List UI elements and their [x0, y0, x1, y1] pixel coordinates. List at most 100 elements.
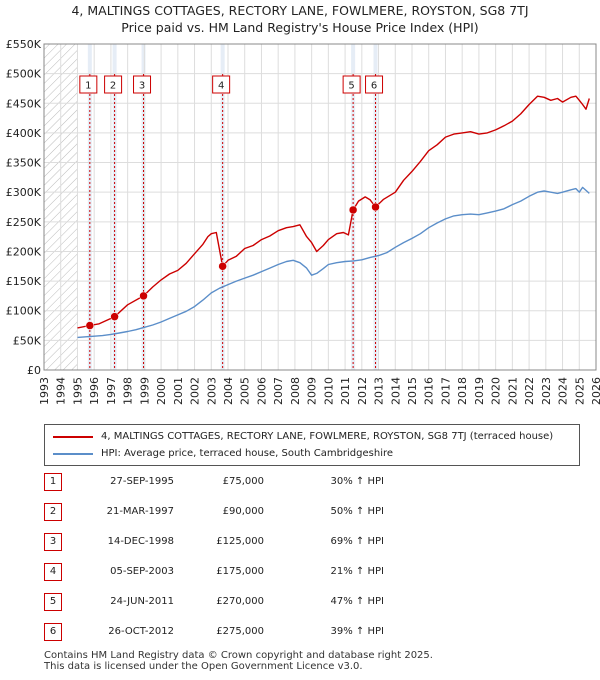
sale-price: £270,000 — [216, 596, 264, 607]
sale-marker-box-2 — [104, 75, 123, 94]
y-tick-label: £450K — [6, 97, 42, 110]
sale-hpi-change: 30% ↑ HPI — [330, 476, 384, 487]
x-tick-label: 2018 — [456, 377, 469, 405]
sale-hpi-change: 50% ↑ HPI — [330, 506, 384, 517]
x-tick-label: 2024 — [557, 377, 570, 405]
sale-price: £90,000 — [222, 506, 264, 517]
x-tick-label: 1995 — [71, 377, 84, 405]
legend-label-hpi: HPI: Average price, terraced house, Sout… — [101, 448, 394, 459]
footer-line-1: Contains HM Land Registry data © Crown c… — [44, 650, 433, 661]
x-tick-label: 2020 — [490, 377, 503, 405]
sale-price: £75,000 — [222, 476, 264, 487]
sale-marker-box-4 — [212, 75, 231, 94]
sale-row: 2 21-MAR-1997 £90,000 50% ↑ HPI — [44, 502, 444, 522]
y-tick-label: £400K — [6, 127, 42, 140]
x-tick-label: 2010 — [322, 377, 335, 405]
y-tick-label: £300K — [6, 186, 42, 199]
sale-row: 4 05-SEP-2003 £175,000 21% ↑ HPI — [44, 562, 444, 582]
x-tick-label: 2015 — [406, 377, 419, 405]
sale-number-badge: 6 — [44, 623, 62, 641]
title-line-1: 4, MALTINGS COTTAGES, RECTORY LANE, FOWL… — [71, 3, 529, 18]
sale-marker-label-1: 1 — [85, 81, 91, 92]
footer: Contains HM Land Registry data © Crown c… — [44, 650, 433, 672]
sale-marker-label-3: 3 — [139, 81, 145, 92]
x-tick-label: 2006 — [255, 377, 268, 405]
price-chart: 1 2 3 4 5 6 £0 £50K £100K £150K £200K £250K £300K £35… — [6, 38, 600, 405]
sale-number-badge: 1 — [44, 473, 62, 491]
property-price-line — [77, 95, 590, 329]
x-tick-label: 2017 — [439, 377, 452, 405]
sale-point-6 — [371, 202, 380, 212]
x-tick-label: 2025 — [573, 377, 586, 405]
sale-row: 6 26-OCT-2012 £275,000 39% ↑ HPI — [44, 622, 444, 642]
x-tick-label: 1996 — [88, 377, 101, 405]
sale-row: 3 14-DEC-1998 £125,000 69% ↑ HPI — [44, 532, 444, 552]
sale-marker-label-6: 6 — [371, 81, 377, 92]
sale-number-badge: 2 — [44, 503, 62, 521]
sale-point-4 — [218, 262, 227, 271]
x-tick-label: 2008 — [289, 377, 302, 405]
sale-point-1 — [85, 321, 95, 330]
y-tick-label: £500K — [6, 68, 42, 81]
legend-swatch-property — [53, 436, 93, 438]
x-tick-label: 1997 — [105, 377, 118, 405]
sale-marker-label-2: 2 — [110, 81, 116, 92]
x-tick-label: 2007 — [272, 377, 285, 405]
x-tick-label: 1993 — [38, 377, 51, 405]
sale-hpi-change: 21% ↑ HPI — [330, 566, 384, 577]
x-tick-label: 2014 — [389, 377, 402, 405]
hpi-line — [77, 186, 590, 339]
sale-marker-box-1 — [79, 75, 98, 94]
x-tick-label: 2005 — [239, 377, 252, 405]
x-tick-label: 2002 — [189, 377, 202, 405]
x-tick-label: 2019 — [473, 377, 486, 405]
sale-hpi-change: 39% ↑ HPI — [330, 626, 384, 637]
sale-number-badge: 4 — [44, 563, 62, 581]
x-tick-label: 2000 — [155, 377, 168, 405]
plot-area — [44, 44, 596, 370]
sale-row: 1 27-SEP-1995 £75,000 30% ↑ HPI — [44, 472, 444, 492]
y-tick-label: £550K — [6, 38, 42, 51]
x-tick-label: 2013 — [373, 377, 386, 405]
y-tick-label: £50K — [13, 334, 42, 347]
chart-title: 4, MALTINGS COTTAGES, RECTORY LANE, FOWL… — [0, 2, 600, 36]
y-tick-label: £350K — [6, 157, 42, 170]
sale-point-2 — [110, 312, 119, 321]
x-tick-label: 2011 — [339, 377, 352, 405]
sale-marker-label-4: 4 — [218, 81, 224, 92]
sale-hpi-change: 47% ↑ HPI — [330, 596, 384, 607]
sale-date: 27-SEP-1995 — [110, 476, 174, 487]
sale-date: 24-JUN-2011 — [110, 596, 174, 607]
sale-price: £175,000 — [216, 566, 264, 577]
sale-number-badge: 5 — [44, 593, 62, 611]
sale-price: £275,000 — [216, 626, 264, 637]
plot-frame — [43, 43, 597, 371]
legend-label-property: 4, MALTINGS COTTAGES, RECTORY LANE, FOWL… — [101, 431, 554, 442]
sale-date: 05-SEP-2003 — [110, 566, 174, 577]
x-tick-label: 1999 — [138, 377, 151, 405]
sale-point-3 — [139, 291, 148, 301]
x-tick-label: 2001 — [172, 377, 185, 405]
x-tick-label: 2016 — [423, 377, 436, 405]
x-tick-label: 2003 — [205, 377, 218, 405]
sale-marker-box-6 — [365, 75, 384, 94]
sale-date: 26-OCT-2012 — [108, 626, 174, 637]
sale-number-badge: 3 — [44, 533, 62, 551]
y-tick-label: £150K — [6, 275, 42, 288]
y-tick-label: £0 — [27, 364, 41, 377]
x-tick-label: 2021 — [506, 377, 519, 405]
x-tick-label: 2004 — [222, 377, 235, 405]
sale-date: 14-DEC-1998 — [107, 536, 174, 547]
title-line-2: Price paid vs. HM Land Registry's House … — [121, 20, 479, 35]
footer-line-2: This data is licensed under the Open Gov… — [44, 661, 363, 672]
x-tick-label: 2026 — [590, 377, 600, 405]
sale-row: 5 24-JUN-2011 £270,000 47% ↑ HPI — [44, 592, 444, 612]
x-tick-label: 2012 — [356, 377, 369, 405]
sale-price: £125,000 — [216, 536, 264, 547]
sale-date: 21-MAR-1997 — [106, 506, 174, 517]
sale-hpi-change: 69% ↑ HPI — [330, 536, 384, 547]
sale-marker-label-5: 5 — [348, 81, 354, 92]
y-tick-label: £200K — [6, 245, 42, 258]
x-tick-label: 2022 — [523, 377, 536, 405]
y-tick-label: £250K — [6, 216, 42, 229]
